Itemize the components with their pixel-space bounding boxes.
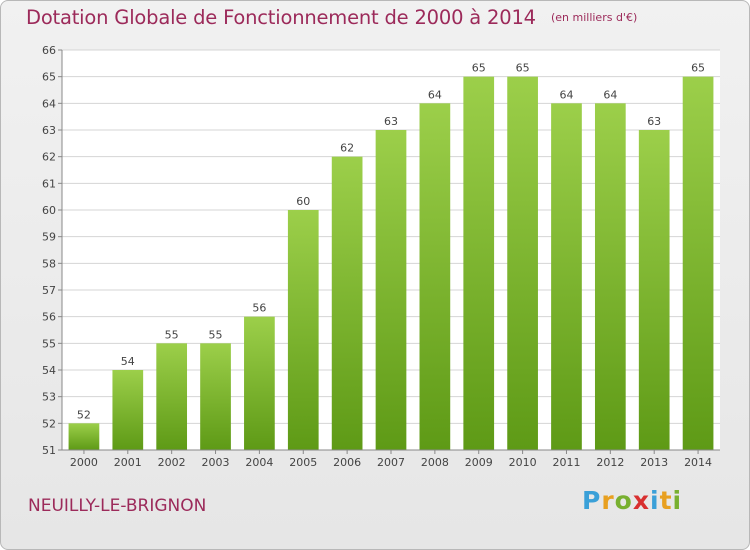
bar: [507, 76, 538, 451]
bar: [463, 76, 495, 451]
bar: [375, 130, 407, 450]
data-label: 64: [559, 88, 573, 101]
y-tick-label: 55: [42, 337, 56, 350]
data-label: 55: [165, 328, 179, 341]
y-tick-label: 66: [42, 44, 56, 57]
y-tick-label: 59: [42, 231, 56, 244]
chart-title: Dotation Globale de Fonctionnement de 20…: [26, 6, 536, 29]
y-tick-label: 65: [42, 71, 56, 84]
y-tick-label: 63: [42, 124, 56, 137]
x-tick-label: 2011: [552, 456, 580, 469]
x-tick-label: 2005: [289, 456, 317, 469]
data-label: 55: [209, 328, 223, 341]
y-tick-label: 52: [42, 417, 56, 430]
chart-header: Dotation Globale de Fonctionnement de 20…: [26, 6, 637, 29]
x-tick-label: 2013: [640, 456, 668, 469]
data-label: 60: [296, 195, 310, 208]
bar: [594, 103, 626, 450]
data-label: 65: [472, 62, 486, 75]
x-tick-label: 2004: [245, 456, 273, 469]
y-tick-label: 58: [42, 257, 56, 270]
x-tick-label: 2007: [377, 456, 405, 469]
logo-letter: P: [582, 486, 602, 515]
data-label: 63: [647, 115, 661, 128]
bar: [331, 156, 363, 450]
logo-letter: x: [632, 486, 650, 515]
data-label: 52: [77, 408, 91, 421]
data-label: 63: [384, 115, 398, 128]
y-tick-label: 51: [42, 444, 56, 457]
logo-letter: o: [614, 486, 633, 515]
data-label: 64: [428, 88, 442, 101]
bar: [244, 316, 275, 450]
y-tick-label: 53: [42, 391, 56, 404]
bar: [638, 130, 670, 450]
bar: [112, 370, 144, 450]
y-tick-label: 57: [42, 284, 56, 297]
bar: [68, 423, 100, 450]
x-tick-label: 2012: [596, 456, 624, 469]
bar: [156, 343, 188, 450]
logo-letter: i: [650, 486, 660, 515]
bar: [682, 76, 714, 451]
bar: [200, 343, 231, 450]
bar: [287, 210, 319, 450]
y-tick-label: 56: [42, 311, 56, 324]
logo-letter: i: [672, 486, 683, 515]
x-tick-label: 2006: [333, 456, 361, 469]
proxiti-logo: Proxiti: [582, 486, 682, 515]
logo-letter: t: [659, 486, 673, 515]
x-tick-label: 2008: [421, 456, 449, 469]
data-label: 54: [121, 355, 135, 368]
x-tick-label: 2010: [509, 456, 537, 469]
logo-letter: r: [601, 486, 615, 515]
x-tick-label: 2014: [684, 456, 712, 469]
y-tick-label: 64: [42, 97, 56, 110]
x-tick-label: 2000: [70, 456, 98, 469]
x-tick-label: 2001: [114, 456, 142, 469]
data-label: 62: [340, 142, 354, 155]
x-tick-label: 2002: [158, 456, 186, 469]
data-label: 65: [691, 62, 705, 75]
data-label: 56: [252, 302, 266, 315]
bar: [419, 103, 451, 450]
data-label: 64: [603, 88, 617, 101]
y-tick-label: 62: [42, 151, 56, 164]
x-tick-label: 2009: [465, 456, 493, 469]
y-tick-label: 60: [42, 204, 56, 217]
x-tick-label: 2003: [202, 456, 230, 469]
town-name: NEUILLY-LE-BRIGNON: [28, 496, 207, 516]
chart-unit: (en milliers d'€): [550, 11, 638, 24]
bar: [551, 103, 582, 450]
data-label: 65: [516, 62, 530, 75]
y-tick-label: 61: [42, 177, 56, 190]
y-tick-label: 54: [42, 364, 56, 377]
